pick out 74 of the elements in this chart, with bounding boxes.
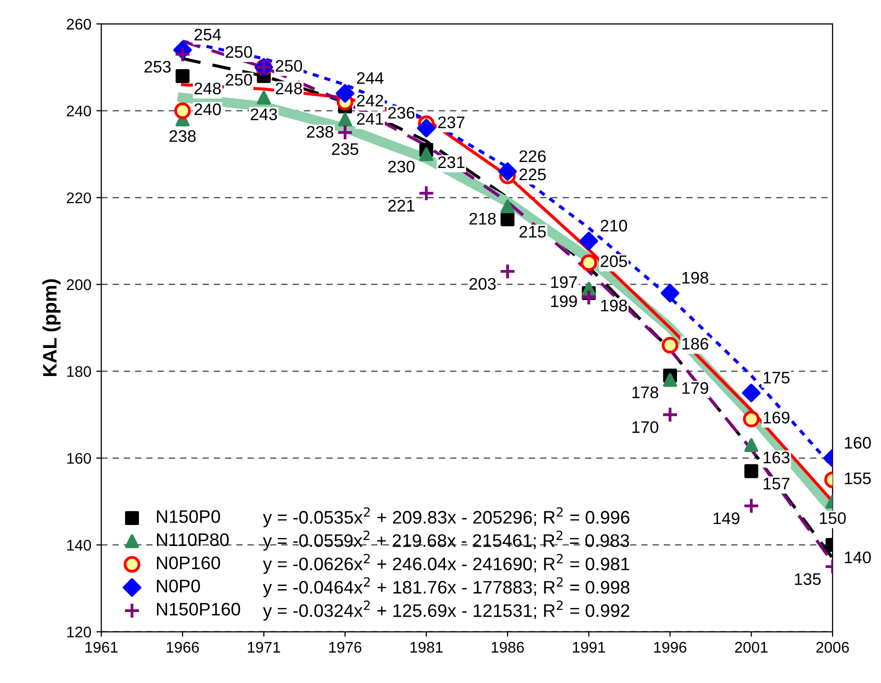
data-label: 244 <box>357 72 384 84</box>
data-label: 240 <box>194 103 221 116</box>
data-label: 254 <box>194 28 221 41</box>
legend-label: N0P0 <box>156 580 200 592</box>
x-tick-label: 2006 <box>816 642 849 653</box>
legend-label: N110P80 <box>156 533 229 546</box>
y-tick-label: 220 <box>66 192 91 204</box>
annotation: y = -0.0559x$^{2}$ + 219.68x - 215461; R$^{2}$ = 0.983 <box>262 530 630 551</box>
data-label: 169 <box>764 412 790 424</box>
data-label: 205 <box>600 255 628 268</box>
data-label: 250 <box>226 46 252 58</box>
data-label: 231 <box>438 156 464 168</box>
x-tick-label: 1966 <box>166 642 199 653</box>
data-label: 225 <box>520 168 546 180</box>
y-tick-label: 140 <box>67 540 91 551</box>
data-label: 150 <box>820 512 846 524</box>
data-label: 198 <box>601 300 627 312</box>
data-label: 236 <box>388 106 414 119</box>
data-label: 186 <box>682 338 708 350</box>
data-label: 157 <box>764 478 790 490</box>
data-label: 250 <box>226 74 252 86</box>
legend-label: N0P160 <box>156 556 220 570</box>
data-label: 203 <box>469 278 496 290</box>
data-label: 238 <box>170 130 196 142</box>
x-tick-label: 2001 <box>735 642 768 653</box>
legend-label: N150P160 <box>156 602 240 616</box>
data-label: 210 <box>600 220 628 232</box>
x-tick-label: 1961 <box>85 642 118 653</box>
data-label: 135 <box>794 573 821 586</box>
legend-label: N150P0 <box>156 510 220 523</box>
y-axis-title: KAL (ppm) <box>42 279 61 376</box>
data-label: 178 <box>632 386 658 398</box>
annotation: y = -0.0626x$^{2}$ + 246.04x - 241690; R$^{2}$ = 0.981 <box>262 554 630 574</box>
y-tick-label: 240 <box>66 106 91 116</box>
data-label: 179 <box>682 382 708 394</box>
y-tick-label: 180 <box>67 366 91 377</box>
data-label: 155 <box>844 472 871 484</box>
annotation: y = -0.0324x$^{2}$ + 125.69x - 121531; R$^{2}$ = 0.992 <box>262 600 630 621</box>
x-tick-label: 1991 <box>572 642 606 653</box>
data-label: 215 <box>520 226 546 238</box>
x-tick-label: 1986 <box>492 642 524 653</box>
data-label: 221 <box>388 200 414 212</box>
data-label: 199 <box>551 295 577 308</box>
data-label: 149 <box>714 512 740 524</box>
data-label: 140 <box>844 551 871 564</box>
data-label: 248 <box>276 82 302 94</box>
data-label: 235 <box>332 143 358 155</box>
data-label: 170 <box>632 421 658 434</box>
data-label: 175 <box>764 372 790 384</box>
x-tick-label: 1996 <box>654 642 686 653</box>
data-label: 242 <box>357 94 384 106</box>
data-label: 237 <box>438 116 464 128</box>
y-tick-label: 260 <box>66 18 91 30</box>
y-tick-label: 160 <box>67 452 91 464</box>
data-label: 253 <box>144 60 171 73</box>
data-label: 243 <box>250 108 277 120</box>
data-label: 160 <box>844 436 871 449</box>
annotation: y = -0.0535x$^{2}$ + 209.83x - 205296; R$^{2}$ = 0.996 <box>262 507 630 528</box>
data-label: 238 <box>306 126 334 138</box>
data-label: 248 <box>194 82 221 94</box>
data-label: 198 <box>682 272 708 284</box>
data-label: 197 <box>551 276 577 288</box>
data-label: 230 <box>388 160 415 173</box>
data-label: 250 <box>276 60 302 72</box>
y-tick-label: 200 <box>66 279 91 290</box>
data-label: 226 <box>520 150 546 162</box>
x-tick-label: 1976 <box>329 642 362 653</box>
annotation: y = -0.0464x$^{2}$ + 181.76x - 177883; R$^{2}$ = 0.998 <box>262 577 630 598</box>
x-tick-label: 1971 <box>248 642 280 653</box>
data-label: 241 <box>357 112 384 125</box>
x-tick-label: 1981 <box>410 642 443 653</box>
data-label: 163 <box>764 452 790 464</box>
data-label: 218 <box>469 212 496 225</box>
y-tick-label: 120 <box>67 626 91 638</box>
